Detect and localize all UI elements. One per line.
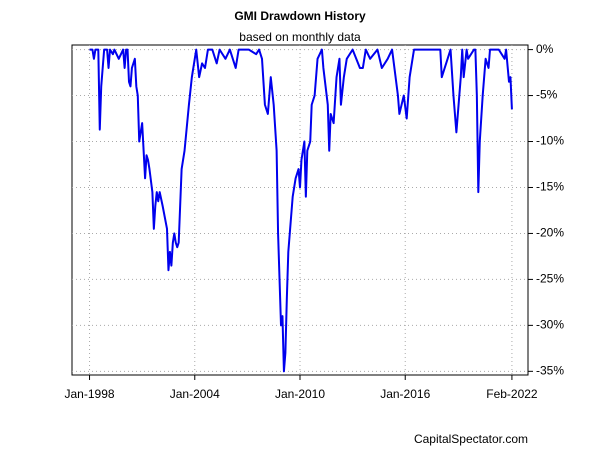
y-tick-label: -15% (536, 180, 564, 194)
y-tick-label: -30% (536, 318, 564, 332)
y-tick-label: 0% (536, 42, 554, 56)
credit: CapitalSpectator.com (414, 432, 528, 446)
x-tick-label: Jan-2004 (170, 387, 220, 401)
y-tick-label: -35% (536, 363, 564, 377)
chart-subtitle: based on monthly data (239, 30, 361, 44)
y-tick-label: -10% (536, 134, 564, 148)
y-tick-label: -20% (536, 226, 564, 240)
y-tick-label: -5% (536, 88, 558, 102)
x-tick-label: Jan-2016 (380, 387, 430, 401)
x-tick-label: Jan-1998 (65, 387, 115, 401)
x-tick-label: Jan-2010 (275, 387, 325, 401)
x-tick-label: Feb-2022 (486, 387, 538, 401)
y-tick-label: -25% (536, 272, 564, 286)
chart-title: GMI Drawdown History (234, 9, 366, 23)
line-series (89, 48, 513, 373)
